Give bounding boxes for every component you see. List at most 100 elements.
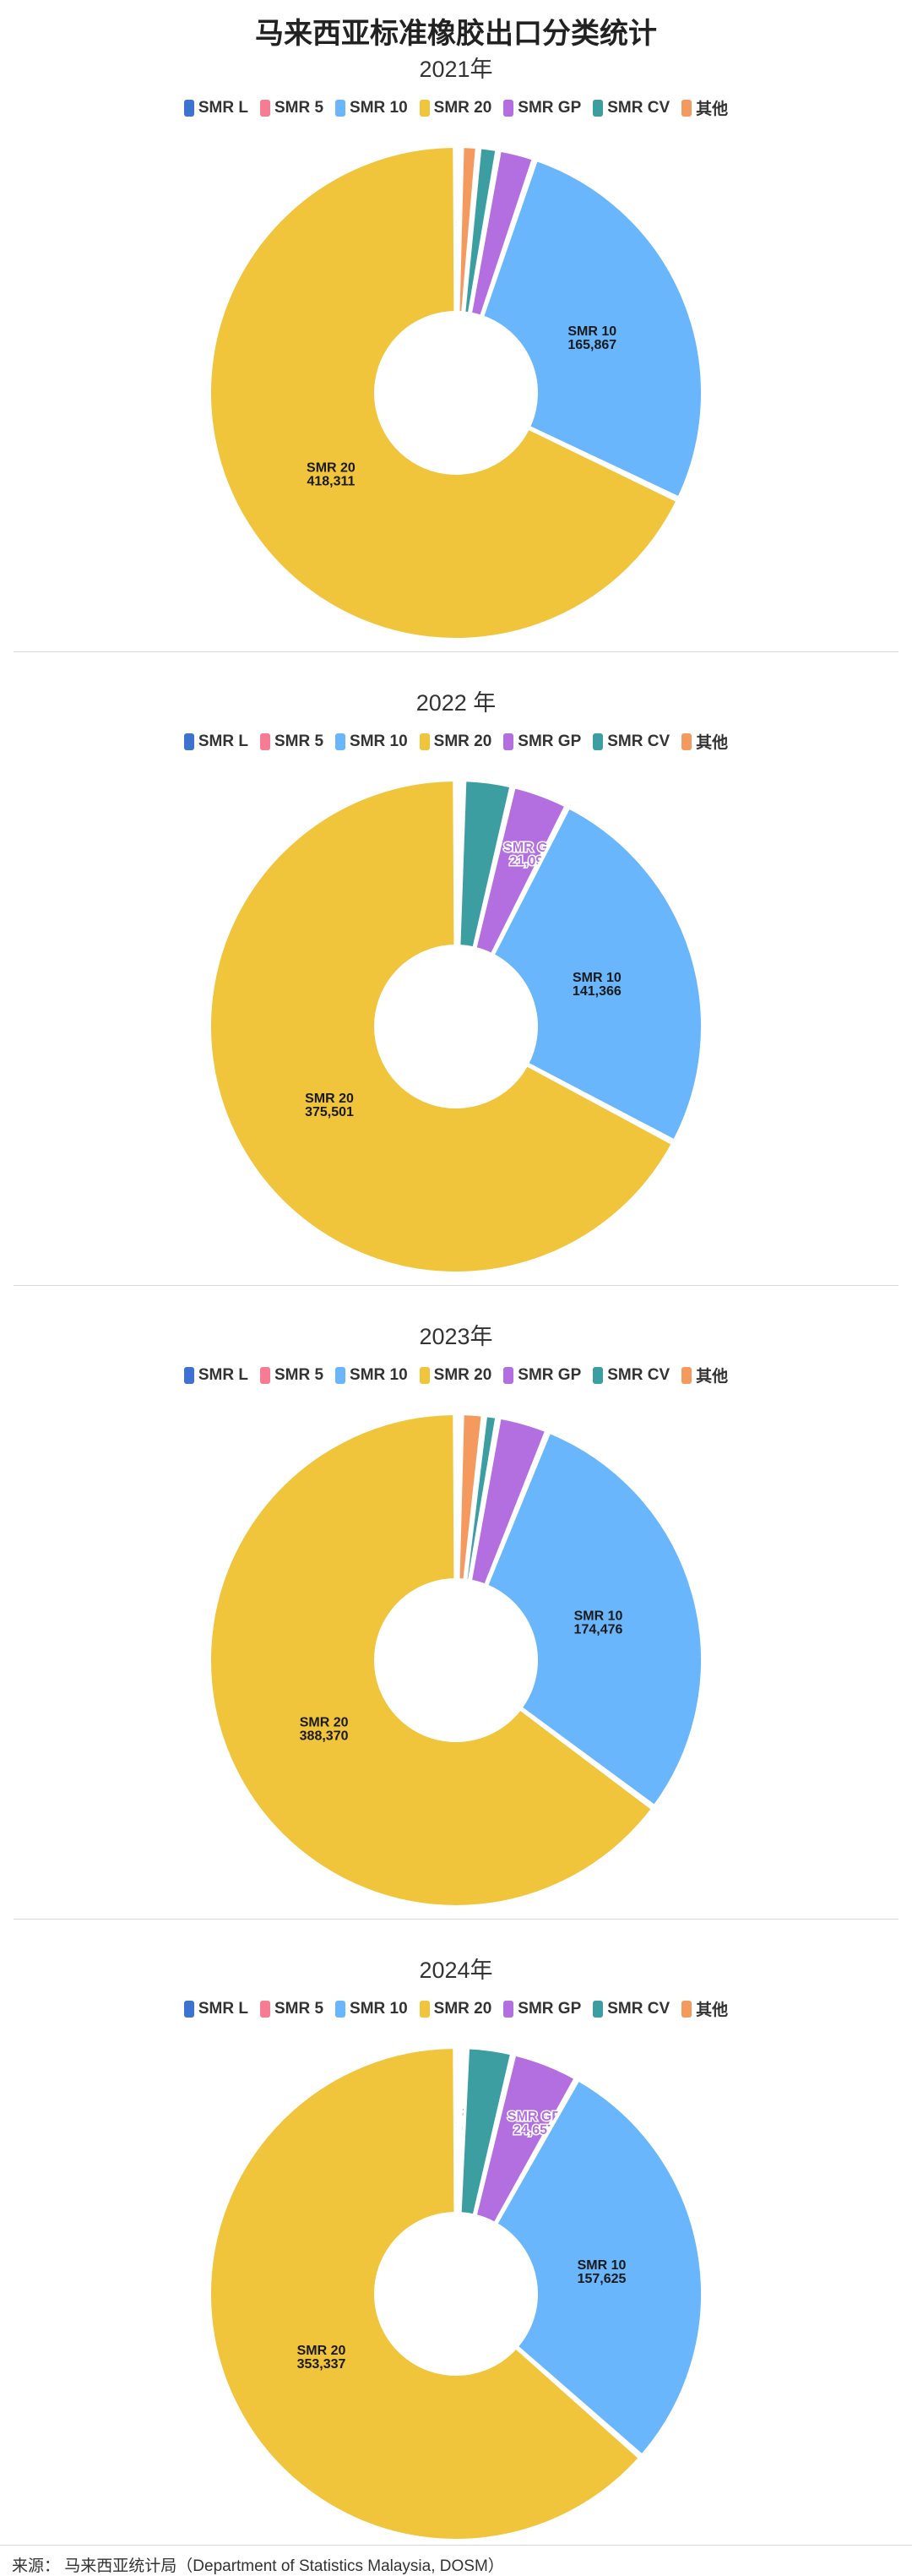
donut-slice xyxy=(468,1415,549,1588)
legend-label: 其他 xyxy=(696,1368,729,1386)
chart-panel-2022: 2022 年 SMR L SMR 5 SMR 10 SMR 20 SMR GP SMR C… xyxy=(0,634,912,1275)
legend-swatch xyxy=(419,732,430,750)
legend: SMR L SMR 5 SMR 10 SMR 20 SMR GP SMR CV 其他 xyxy=(0,730,912,753)
legend-swatch xyxy=(259,1366,270,1384)
donut-slice xyxy=(473,2052,578,2225)
legend-label: SMR GP xyxy=(518,1365,582,1384)
legend-label: SMR 5 xyxy=(274,1999,324,2018)
slice-label: SMR GP 24,657 xyxy=(508,2110,561,2138)
legend-item: 其他 xyxy=(681,730,728,753)
donut-slice xyxy=(480,157,704,500)
legend: SMR L SMR 5 SMR 10 SMR 20 SMR GP SMR CV 其他 xyxy=(0,1997,912,2020)
legend-item: SMR GP xyxy=(503,730,581,753)
legend-swatch xyxy=(593,2000,604,2018)
legend-swatch xyxy=(681,1366,692,1384)
legend-swatch xyxy=(335,732,346,750)
legend-swatch xyxy=(503,1366,514,1384)
legend-label: SMR 20 xyxy=(433,98,492,117)
legend-item: 其他 xyxy=(681,96,728,119)
donut-slice xyxy=(208,144,680,641)
slice-label-name: SMR 20 xyxy=(307,460,356,475)
legend-label: 其他 xyxy=(696,734,729,752)
donut-slice xyxy=(208,778,676,1275)
slice-label-value: 353,337 xyxy=(297,2357,346,2372)
legend-item: SMR L xyxy=(183,1997,248,2020)
legend-label: SMR 5 xyxy=(274,98,324,117)
legend-label: SMR CV xyxy=(607,1999,670,2018)
slice-label-value: 165,867 xyxy=(567,338,616,352)
legend-swatch xyxy=(419,99,430,117)
legend-item: SMR L xyxy=(183,730,248,753)
divider xyxy=(14,1919,898,1920)
slice-label: SMR 20 388,370 xyxy=(300,1715,349,1743)
chart-subtitle: 2023年 xyxy=(419,1324,493,1349)
legend-label: SMR L xyxy=(198,732,248,750)
donut-slice xyxy=(494,2078,704,2458)
legend-swatch xyxy=(259,2000,270,2018)
slice-label-name: SMR 10 xyxy=(567,324,616,339)
legend-swatch xyxy=(503,99,514,117)
slice-label-value: 157,625 xyxy=(578,2272,627,2286)
legend-swatch xyxy=(419,2000,430,2018)
legend-item: SMR L xyxy=(183,96,248,119)
legend-label: SMR CV xyxy=(607,732,670,750)
slice-label: SMR 10 174,476 xyxy=(574,1609,623,1637)
legend-label: 其他 xyxy=(696,101,729,118)
slice-label: SMR 10 157,625 xyxy=(578,2258,627,2286)
slice-label-name: SMR 20 xyxy=(297,2344,346,2358)
legend-item: SMR 5 xyxy=(259,1997,324,2020)
legend: SMR L SMR 5 SMR 10 SMR 20 SMR GP SMR CV 其他 xyxy=(0,96,912,119)
legend-label: SMR CV xyxy=(607,98,670,117)
legend-label: SMR 5 xyxy=(274,1365,324,1384)
legend-swatch xyxy=(681,99,692,117)
slice-label: SMR 20 353,337 xyxy=(297,2344,346,2372)
donut-slice xyxy=(484,1430,704,1809)
donut-slice xyxy=(208,2045,642,2542)
slice-label-value: 388,370 xyxy=(300,1729,349,1743)
legend-item: SMR GP xyxy=(503,96,581,119)
slice-label: SMR 10 165,867 xyxy=(567,324,616,352)
slice-label-value: 375,501 xyxy=(305,1105,354,1119)
donut-slice xyxy=(473,785,568,957)
slice-label: SMR 20 375,501 xyxy=(305,1092,354,1119)
donut-slice xyxy=(491,805,704,1143)
slice-label-name: SMR 10 xyxy=(574,1609,623,1624)
legend-item: SMR 10 xyxy=(335,730,408,753)
legend-item: SMR CV xyxy=(593,730,670,753)
slice-label: SMR 10 141,366 xyxy=(573,971,622,999)
legend-label: SMR L xyxy=(198,98,248,117)
chart-panel-2023: 2023年 SMR L SMR 5 SMR 10 SMR 20 SMR GP SMR CV… xyxy=(0,1267,912,1909)
legend-swatch xyxy=(183,1366,194,1384)
divider xyxy=(14,1285,898,1286)
legend-swatch xyxy=(593,99,604,117)
legend-swatch xyxy=(681,2000,692,2018)
legend-item: SMR GP xyxy=(503,1997,581,2020)
legend-item: SMR GP xyxy=(503,1364,581,1386)
legend-label: SMR 10 xyxy=(350,1365,408,1384)
legend-label: SMR CV xyxy=(607,1365,670,1384)
legend-item: SMR 5 xyxy=(259,96,324,119)
chart-subtitle: 2024年 xyxy=(419,1958,493,1983)
legend-item: SMR 20 xyxy=(419,96,492,119)
legend-swatch xyxy=(183,99,194,117)
legend-label: 其他 xyxy=(696,2001,729,2019)
legend-swatch xyxy=(593,1366,604,1384)
chart-subtitle: 2022 年 xyxy=(415,690,497,716)
legend-label: SMR GP xyxy=(518,1999,582,2018)
chart-title: 马来西亚标准橡胶出口分类统计 xyxy=(255,18,657,50)
legend-item: SMR CV xyxy=(593,1364,670,1386)
chart-subtitle: 2021年 xyxy=(419,57,493,82)
legend-item: SMR 5 xyxy=(259,1364,324,1386)
legend-swatch xyxy=(259,99,270,117)
legend-item: SMR 20 xyxy=(419,730,491,753)
legend-item: SMR 10 xyxy=(335,1997,408,2020)
legend-swatch xyxy=(183,732,194,750)
legend-swatch xyxy=(335,99,346,117)
legend-label: SMR GP xyxy=(518,732,582,750)
legend: SMR L SMR 5 SMR 10 SMR 20 SMR GP SMR CV 其他 xyxy=(0,1364,912,1386)
slice-label-name: SMR 10 xyxy=(573,971,622,985)
legend-label: SMR L xyxy=(198,1365,248,1384)
